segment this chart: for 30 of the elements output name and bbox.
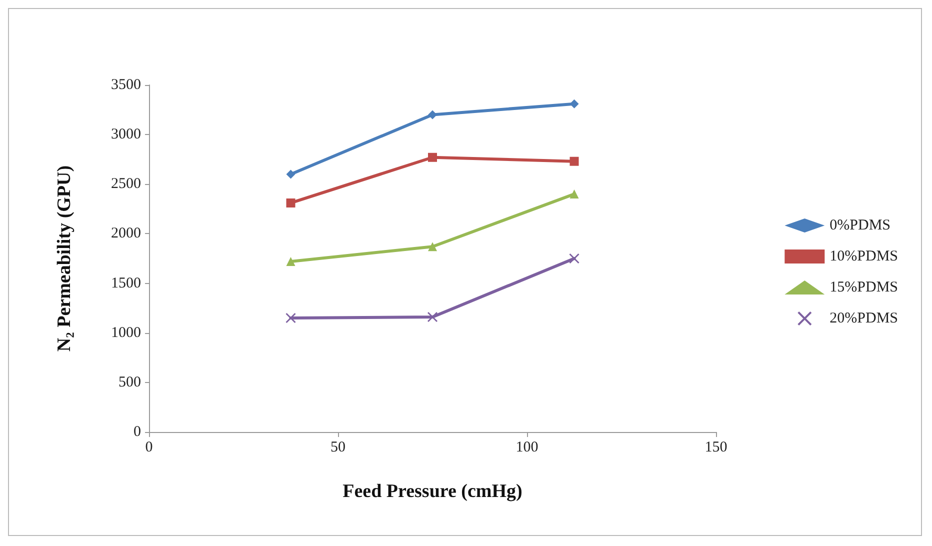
y-tick-label: 1000 — [111, 324, 141, 341]
point — [569, 254, 580, 264]
x-tick-label: 0 — [145, 440, 153, 456]
y-tick-label: 2500 — [111, 176, 141, 192]
point — [428, 242, 437, 252]
x-tick-label: 100 — [516, 440, 538, 456]
point — [570, 190, 579, 199]
y-tick-label: 0 — [134, 424, 141, 440]
point — [428, 110, 437, 120]
y-tick-label: 3500 — [111, 77, 141, 93]
x-tick-label: 150 — [704, 440, 728, 456]
point — [428, 312, 438, 322]
legend-label: 20%PDMS — [830, 310, 898, 326]
point — [428, 152, 437, 162]
legend-label: 10%PDMS — [830, 248, 898, 264]
y-tick-label: 2000 — [111, 226, 141, 242]
point — [570, 156, 579, 166]
y-tick-label: 1500 — [111, 275, 141, 292]
y-axis-title: N₂ Permeability (GPU) — [54, 165, 75, 352]
point — [286, 312, 296, 323]
legend-label: 0%PDMS — [830, 218, 891, 234]
legend-label: 15%PDMS — [830, 280, 898, 296]
y-tick-label: 500 — [118, 374, 141, 390]
point — [286, 170, 296, 179]
point — [286, 198, 296, 208]
y-tick-label: 3000 — [111, 126, 141, 143]
point — [570, 99, 579, 108]
x-tick-label: 50 — [330, 440, 346, 456]
x-axis-title: Feed Pressure (cmHg) — [342, 481, 522, 502]
point — [286, 256, 296, 266]
